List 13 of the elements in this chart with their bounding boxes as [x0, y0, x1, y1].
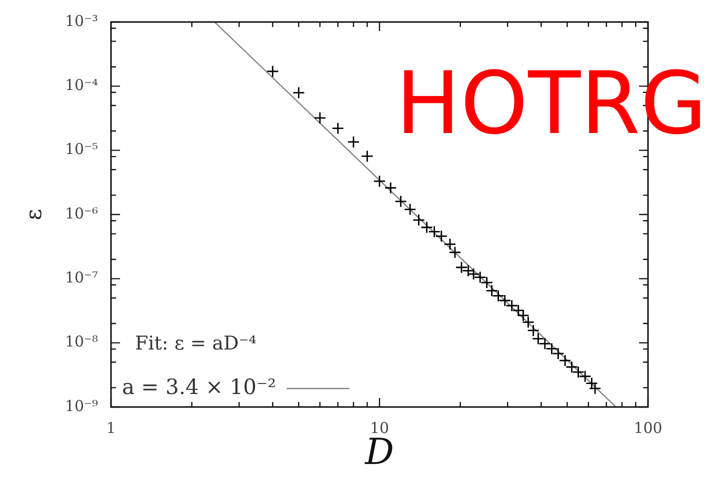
y-tick-label: 10⁻⁶	[64, 204, 98, 222]
x-tick-label: 10	[370, 418, 390, 437]
x-tick-label: 100	[634, 418, 662, 437]
y-tick-label: 10⁻⁴	[64, 76, 98, 94]
y-tick-label: 10⁻⁸	[64, 332, 98, 351]
x-tick-label: 1	[106, 418, 116, 437]
legend-label: a = 3.4 × 10⁻²	[122, 374, 276, 399]
y-tick-label: 10⁻⁷	[64, 268, 98, 287]
y-axis-title: ε	[22, 208, 47, 220]
y-tick-label: 10⁻³	[64, 12, 98, 30]
y-tick-label: 10⁻⁹	[64, 396, 98, 415]
legend-title: Fit: ε = aD⁻⁴	[135, 332, 257, 354]
y-tick-label: 10⁻⁵	[64, 140, 98, 158]
